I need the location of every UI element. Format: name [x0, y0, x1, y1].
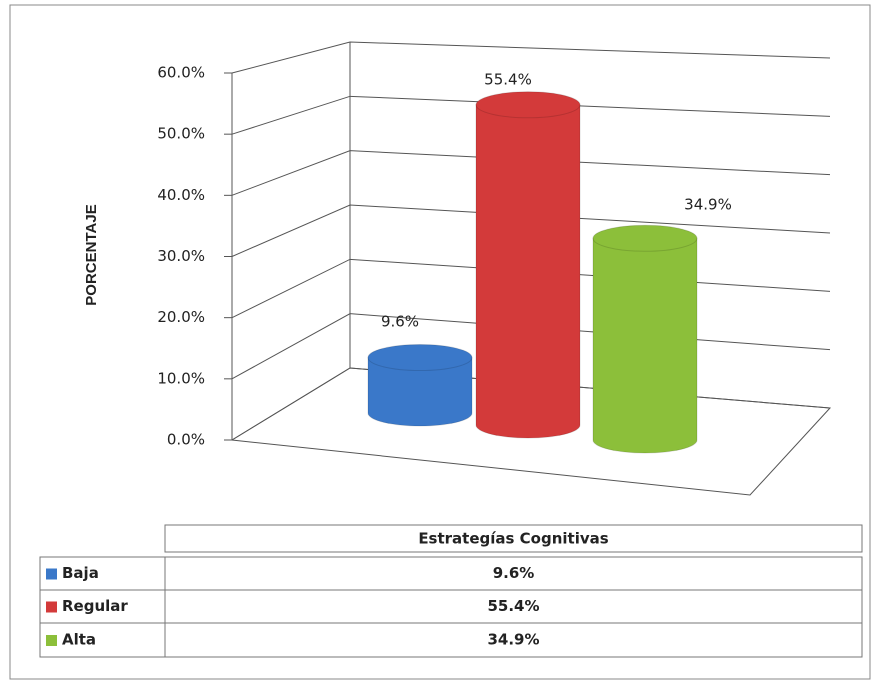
table-value: 9.6% — [493, 564, 535, 582]
y-axis-label: PORCENTAJE — [83, 204, 100, 305]
y-tick-label: 10.0% — [157, 369, 205, 387]
table-row — [39, 622, 863, 658]
cylinder — [367, 357, 473, 427]
legend-label: Regular — [62, 597, 128, 615]
y-tick-label: 40.0% — [157, 186, 205, 204]
cylinder-top — [592, 224, 698, 252]
data-label: 55.4% — [484, 71, 532, 89]
legend-swatch — [46, 568, 57, 580]
y-tick-label: 50.0% — [157, 125, 205, 143]
grid-line — [231, 150, 831, 196]
cylinder-top — [367, 344, 473, 372]
grid-line — [231, 204, 831, 257]
data-label: 9.6% — [381, 313, 419, 331]
table-value: 55.4% — [487, 597, 539, 615]
y-tick-label: 60.0% — [157, 64, 205, 82]
grid-line — [231, 95, 831, 135]
y-tick-label: 20.0% — [157, 308, 205, 326]
y-tick-label: 30.0% — [157, 247, 205, 265]
cylinder-top — [475, 91, 581, 119]
data-label: 34.9% — [684, 196, 732, 214]
grid-line — [231, 41, 831, 74]
cylinder — [475, 104, 581, 439]
legend-label: Alta — [62, 631, 96, 649]
table-header: Estrategías Cognitivas — [418, 530, 608, 548]
legend-swatch — [46, 601, 57, 613]
legend-label: Baja — [62, 564, 99, 582]
table-value: 34.9% — [487, 631, 539, 649]
chart-border — [9, 4, 871, 680]
legend-swatch — [46, 635, 57, 646]
cylinder — [592, 237, 698, 454]
table-header-cell — [164, 524, 863, 553]
y-tick-label: 0.0% — [167, 431, 205, 449]
